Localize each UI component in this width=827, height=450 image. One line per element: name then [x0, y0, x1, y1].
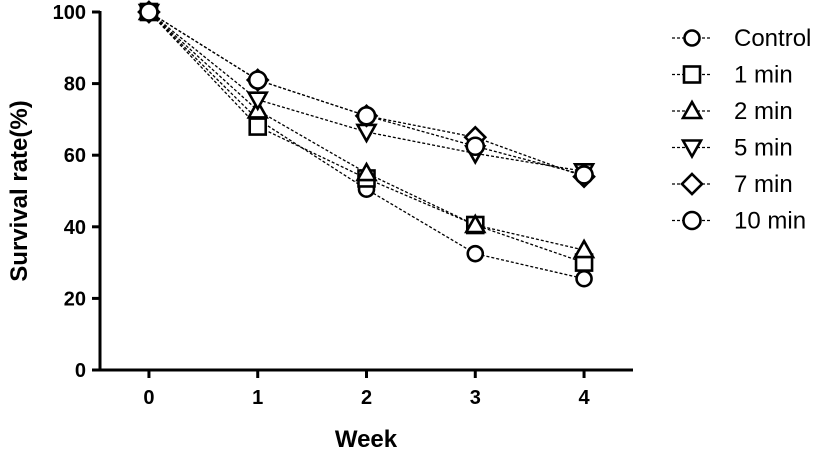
- data-point-5-4: [574, 165, 594, 185]
- data-point-5-1: [247, 70, 268, 90]
- y-axis-title: Survival rate(%): [6, 100, 33, 281]
- legend-item-0: Control: [672, 25, 811, 52]
- data-point-1-1: [248, 117, 268, 136]
- legend-item-3: 5 min: [672, 135, 793, 162]
- series-line-4: [148, 11, 585, 178]
- data-point-5-2: [356, 106, 377, 126]
- legend-marker: [680, 99, 704, 120]
- data-point-5-3: [465, 136, 486, 157]
- y-tick-label: 60: [64, 145, 86, 167]
- x-tick-label: 1: [252, 387, 263, 409]
- legend-label: 1 min: [734, 62, 793, 89]
- legend-item-2: 2 min: [672, 98, 793, 125]
- legend-item-1: 1 min: [672, 62, 793, 89]
- legend-label: Control: [734, 25, 811, 52]
- x-tick-label: 3: [470, 387, 481, 409]
- series-line-5: [148, 11, 585, 176]
- legend-marker: [680, 139, 704, 160]
- y-tick-label: 80: [64, 74, 86, 96]
- series-line-0: [148, 11, 585, 280]
- legend-marker: [683, 29, 701, 47]
- legend-marker: [682, 210, 702, 231]
- y-tick-label: 100: [53, 2, 86, 24]
- data-point-2-3: [464, 213, 487, 234]
- legend-label: 2 min: [734, 98, 793, 125]
- data-point-5-0: [139, 2, 159, 22]
- y-tick-label: 40: [64, 217, 86, 239]
- legend-label: 10 min: [734, 208, 806, 235]
- legend-marker: [682, 65, 702, 84]
- series-group: [137, 0, 596, 288]
- x-axis-title: Week: [335, 426, 398, 450]
- data-point-2-2: [355, 161, 378, 182]
- legend-item-5: 10 min: [672, 208, 806, 235]
- legend-marker: [680, 172, 704, 196]
- data-point-3-1: [246, 91, 269, 112]
- x-tick-label: 4: [578, 387, 590, 409]
- legend-item-4: 7 min: [672, 171, 793, 198]
- series-line-3: [148, 11, 585, 172]
- x-tick-label: 2: [361, 387, 372, 409]
- y-tick-label: 0: [75, 360, 86, 382]
- data-point-0-3: [466, 244, 485, 263]
- legend: Control 1 min 2 min 5 min 7 min 10 min: [672, 25, 811, 235]
- axes: 0 20 40 60 80 100 0 1 2 3 4: [53, 2, 633, 409]
- series-line-1: [148, 11, 585, 264]
- data-point-0-4: [575, 269, 593, 288]
- x-tick-label: 0: [143, 387, 154, 409]
- data-point-2-4: [572, 238, 596, 259]
- legend-label: 5 min: [734, 135, 793, 162]
- y-tick-label: 20: [64, 288, 86, 310]
- legend-label: 7 min: [734, 171, 793, 198]
